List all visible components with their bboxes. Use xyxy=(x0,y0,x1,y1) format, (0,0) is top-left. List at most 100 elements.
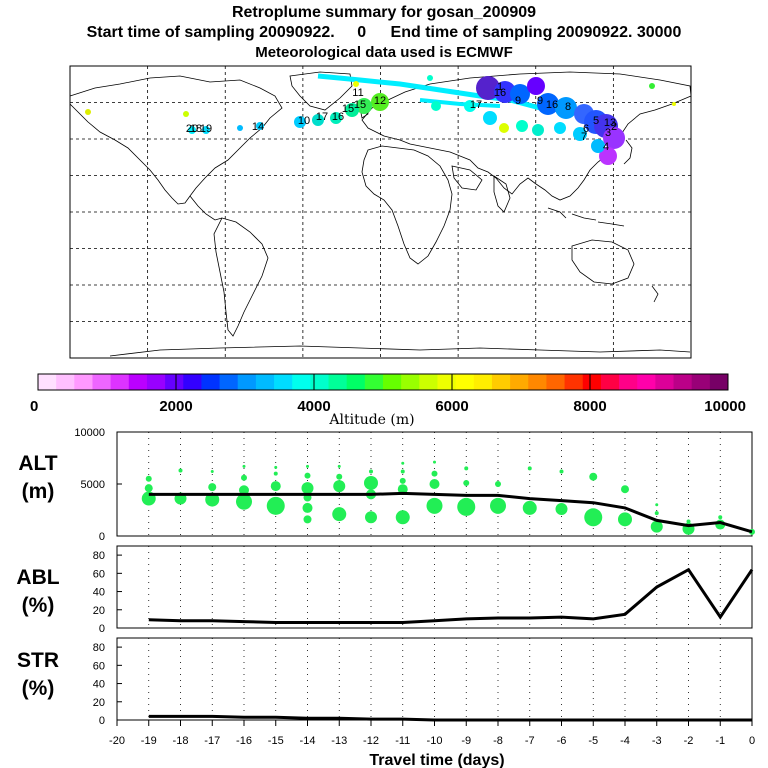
x-tick-label: 0 xyxy=(749,735,755,747)
plume-day-label: 18 xyxy=(190,123,202,135)
altitude-scatter-point xyxy=(490,497,506,514)
plume-cluster xyxy=(202,126,210,134)
plume-cluster xyxy=(554,122,566,134)
plume-day-label: 9 xyxy=(537,95,543,107)
plume-cluster xyxy=(599,147,617,165)
colorbar-swatch xyxy=(691,374,711,390)
altitude-scatter-point xyxy=(522,500,537,515)
plume-cluster xyxy=(427,75,433,81)
plume-day-label: 12 xyxy=(374,95,386,107)
x-tick-label: -7 xyxy=(525,735,535,747)
plume-day-label: 2 xyxy=(611,121,617,133)
plume-cluster xyxy=(510,84,530,104)
colorbar-swatch xyxy=(255,374,275,390)
plume-day-label: 6 xyxy=(583,123,589,135)
coastlines xyxy=(69,71,692,357)
altitude-scatter-point xyxy=(332,507,347,522)
altitude-scatter-point xyxy=(239,485,249,496)
colorbar-tick-label: 4000 xyxy=(297,398,330,415)
altitude-scatter-point xyxy=(302,502,313,513)
plume-cluster xyxy=(476,76,500,100)
plume-cluster xyxy=(183,111,189,117)
y-tick-label: 10000 xyxy=(74,427,105,439)
plume-cluster xyxy=(330,112,342,124)
y-tick-label: 5000 xyxy=(81,479,105,491)
plume-day-label: 1 xyxy=(497,81,503,93)
colorbar-swatch xyxy=(455,374,475,390)
colorbar-swatch xyxy=(383,374,402,390)
y-tick-label: 40 xyxy=(93,587,105,599)
plume-day-label: 20 xyxy=(186,123,198,135)
altitude-scatter-point xyxy=(242,464,246,468)
panel-unit: (%) xyxy=(22,594,55,617)
x-tick-label: -9 xyxy=(461,735,471,747)
altitude-scatter-point xyxy=(555,502,568,515)
x-tick-label: -13 xyxy=(331,735,347,747)
plume-day-label: 16 xyxy=(494,87,506,99)
altitude-scatter-point xyxy=(426,497,443,514)
colorbar-ticks: 0 2000 4000 6000 8000 10000 xyxy=(30,374,746,415)
altitude-scatter-point xyxy=(429,479,440,489)
y-tick-label: 20 xyxy=(93,605,105,617)
plume-day-label: 11 xyxy=(352,87,363,99)
plume-day-label: 3 xyxy=(605,127,611,139)
altitude-scatter-point xyxy=(337,464,341,468)
colorbar-swatch xyxy=(110,374,130,390)
altitude-scatter-point xyxy=(333,480,346,493)
x-tick-label: -14 xyxy=(300,735,316,747)
colorbar-swatch xyxy=(473,374,493,390)
start-time-value: 0 xyxy=(357,24,367,41)
altitude-scatter-point xyxy=(274,465,278,469)
met-data-label: Meteorological data used is ECMWF xyxy=(255,44,513,61)
colorbar-swatch xyxy=(183,374,202,390)
altitude-scatter-point xyxy=(718,515,723,520)
timeseries-panels: 10000 5000 0 ALT (m) 80 60 40 20 0 ABL (%) 80 60 40 20 0… xyxy=(16,427,755,727)
plume-cluster xyxy=(532,124,544,136)
colorbar-swatch xyxy=(491,374,511,390)
map-gridlines xyxy=(70,66,691,358)
colorbar-swatch xyxy=(401,374,420,390)
altitude-scatter-point xyxy=(621,485,629,494)
colorbar-axis-label: Altitude (m) xyxy=(328,412,414,428)
altitude-scatter-point xyxy=(397,484,408,495)
colorbar-swatch xyxy=(546,374,566,390)
x-tick-label: -17 xyxy=(204,735,220,747)
plume-day-label: 5 xyxy=(593,115,599,127)
colorbar-swatch xyxy=(437,374,457,390)
plume-day-label: 10 xyxy=(298,115,310,127)
colorbar-frame xyxy=(37,373,729,391)
y-tick-label: 60 xyxy=(93,660,105,672)
plume-day-label: 17 xyxy=(470,99,482,111)
altitude-scatter-point xyxy=(145,475,152,482)
altitude-colorbar: 0 2000 4000 6000 8000 10000 Altitude (m) xyxy=(30,373,746,428)
altitude-scatter-point xyxy=(304,472,311,479)
colorbar-swatch xyxy=(346,374,366,390)
colorbar-swatch xyxy=(237,374,257,390)
colorbar-swatch xyxy=(655,374,675,390)
colorbar-swatch xyxy=(419,374,438,390)
x-tick-label: -3 xyxy=(652,735,662,747)
y-tick-label: 0 xyxy=(99,531,105,543)
plume-day-label: 8 xyxy=(565,101,571,113)
y-tick-label: 0 xyxy=(99,623,105,635)
colorbar-swatch xyxy=(510,374,529,390)
plume-day-label: 19 xyxy=(200,123,212,135)
plume-cluster xyxy=(483,111,497,125)
y-tick-label: 80 xyxy=(93,642,105,654)
altitude-scatter-point xyxy=(303,515,312,524)
colorbar-swatch xyxy=(564,374,584,390)
colorbar-swatch xyxy=(38,374,57,390)
colorbar-tick-label: 6000 xyxy=(435,398,468,415)
colorbar-swatch xyxy=(364,374,384,390)
altitude-scatter-point xyxy=(495,481,501,487)
colorbar-tick-label: 0 xyxy=(30,398,38,415)
altitude-scatter-point xyxy=(399,477,406,484)
colorbar-swatch xyxy=(328,374,348,390)
colorbar-swatch xyxy=(146,374,166,390)
plume-cluster xyxy=(464,100,476,112)
plume-cluster xyxy=(353,81,359,87)
plume-cluster xyxy=(573,127,587,141)
colorbar-tick-label: 10000 xyxy=(704,398,746,415)
plume-cluster xyxy=(527,77,545,95)
colorbar-swatch xyxy=(673,374,693,390)
